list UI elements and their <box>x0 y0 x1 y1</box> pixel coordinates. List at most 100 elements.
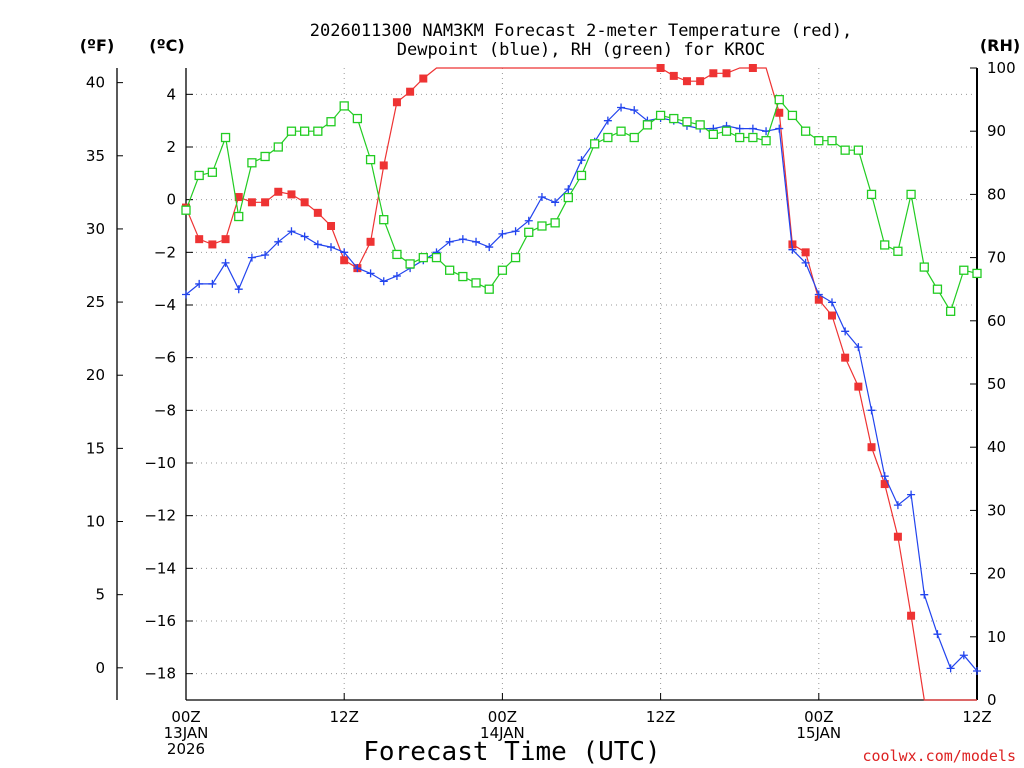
dewpoint-point <box>353 264 362 273</box>
dewpoint-point <box>933 630 942 639</box>
rh-point <box>682 117 692 127</box>
temperature-point <box>827 311 836 320</box>
dewpoint-point <box>617 103 626 112</box>
rh-point <box>392 249 402 260</box>
dewpoint-point <box>603 116 612 125</box>
rh-point <box>972 268 982 279</box>
dewpoint-point <box>537 193 546 202</box>
rh-point <box>497 265 508 275</box>
dewpoint-point <box>907 490 916 499</box>
rh-point <box>458 271 468 282</box>
temperature-point <box>696 77 705 86</box>
rh-point <box>906 189 916 200</box>
rh-tick-label: 0 <box>987 691 997 709</box>
dewpoint-point <box>221 258 230 267</box>
fahrenheit-tick-label: 5 <box>95 586 105 604</box>
temperature-point <box>709 69 718 78</box>
rh-point <box>655 110 666 121</box>
dewpoint-point <box>564 185 573 194</box>
temperature-point <box>392 98 401 107</box>
rh-point <box>959 265 969 275</box>
rh-point <box>695 120 705 130</box>
dewpoint-point <box>630 106 639 115</box>
dewpoint-point <box>392 272 401 281</box>
dewpoint-point <box>748 124 757 133</box>
rh-point <box>932 284 943 294</box>
fahrenheit-tick-label: 25 <box>86 293 105 311</box>
temperature-point <box>379 161 388 170</box>
temperature-point <box>854 382 863 391</box>
x-tick-label: 14JAN <box>480 724 525 742</box>
temperature-point <box>775 108 784 117</box>
rh-point <box>234 211 244 222</box>
fahrenheit-unit-label: (ºF) <box>80 36 115 55</box>
rh-point <box>220 132 231 143</box>
x-tick-label: 2026 <box>167 740 205 758</box>
dewpoint-point <box>841 327 850 336</box>
rh-point <box>642 120 653 130</box>
rh-point <box>339 101 349 111</box>
celsius-unit-label: (ºC) <box>149 36 184 55</box>
rh-point <box>893 246 903 256</box>
dewpoint-point <box>327 243 336 252</box>
dewpoint-point <box>511 227 520 236</box>
temperature-point <box>406 87 415 96</box>
rh-point <box>853 145 863 155</box>
dewpoint-point <box>485 243 494 252</box>
temperature-point <box>287 190 296 199</box>
temperature-point <box>867 443 876 452</box>
rh-point <box>761 136 771 146</box>
dewpoint-point <box>920 590 929 599</box>
dewpoint-point <box>524 216 533 225</box>
dewpoint-point <box>801 258 810 267</box>
temperature-point <box>893 532 902 541</box>
rh-tick-label: 30 <box>987 501 1006 519</box>
temperature-point <box>841 353 850 362</box>
chart-title-line1: 2026011300 NAM3KM Forecast 2-meter Tempe… <box>310 21 852 41</box>
fahrenheit-tick-label: 0 <box>95 659 105 677</box>
x-tick-label: 12Z <box>330 708 359 726</box>
dewpoint-point <box>827 298 836 307</box>
rh-tick-label: 70 <box>987 249 1006 267</box>
rh-unit-label: (RH) <box>980 36 1020 55</box>
temperature-point <box>274 187 283 196</box>
rh-point <box>326 117 336 127</box>
rh-point <box>616 126 626 136</box>
rh-tick-label: 10 <box>987 628 1006 646</box>
dewpoint-point <box>274 237 283 246</box>
temperature-point <box>801 248 810 257</box>
rh-point <box>445 265 455 275</box>
dewpoint-point <box>735 124 744 133</box>
temperature-point <box>669 71 678 80</box>
rh-point <box>379 215 389 225</box>
dewpoint-point <box>366 269 375 278</box>
fahrenheit-tick-label: 20 <box>86 366 105 384</box>
temperature-point <box>234 193 243 202</box>
rh-point <box>273 142 283 152</box>
dewpoint-point <box>195 279 204 288</box>
celsius-tick-label: 4 <box>166 85 176 103</box>
temperature-point <box>814 295 823 304</box>
dewpoint-point <box>472 237 481 246</box>
celsius-tick-label: −2 <box>154 243 176 261</box>
x-tick-label: 13JAN <box>164 724 209 742</box>
x-tick-label: 00Z <box>804 708 833 726</box>
dewpoint-point <box>880 472 889 481</box>
rh-tick-label: 60 <box>987 312 1006 330</box>
dewpoint-point <box>854 343 863 352</box>
fahrenheit-tick-label: 40 <box>86 74 105 92</box>
temperature-point <box>722 69 731 78</box>
celsius-tick-label: −6 <box>154 349 176 367</box>
rh-point <box>735 132 745 143</box>
rh-tick-label: 90 <box>987 122 1006 140</box>
temperature-point <box>261 198 270 207</box>
temperature-point <box>880 480 889 489</box>
rh-point <box>181 205 191 215</box>
x-axis-title: Forecast Time (UTC) <box>363 737 660 767</box>
dewpoint-point <box>788 245 797 254</box>
grid-lines <box>186 68 977 700</box>
rh-point <box>260 151 270 162</box>
rh-point <box>721 126 732 136</box>
celsius-tick-label: −14 <box>144 559 176 577</box>
